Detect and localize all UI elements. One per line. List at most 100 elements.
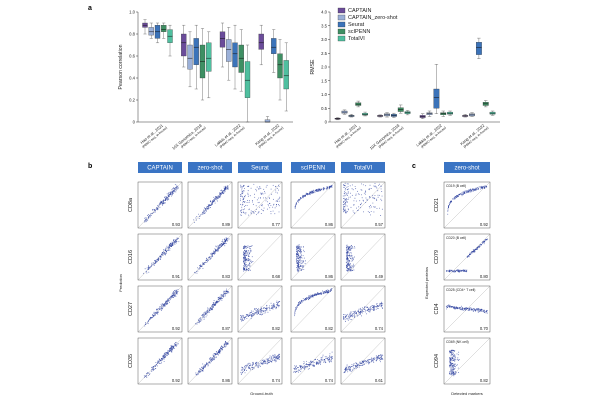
scatter-point [252,366,254,368]
scatter-point [245,245,247,247]
scatter-point [361,197,363,199]
scatter-point [227,186,229,188]
identity-line [443,285,491,333]
scatter-point [457,364,459,366]
scatter-point [309,363,310,365]
scatter-point [248,209,250,211]
scatter-point [205,316,207,318]
scatter-point [176,344,178,346]
y-tick-label: 1.5 [321,78,327,83]
scatter-point [315,294,317,296]
scatter-point [206,260,208,261]
scatter-point [262,363,264,365]
scatter-point [250,364,252,366]
scatter-point [202,315,204,317]
scatter-point [259,363,261,365]
scatter-point [349,312,351,314]
scatter-point [260,194,262,196]
scatter-point [449,204,451,206]
scatter-point [150,215,152,216]
scatter-point [266,208,268,210]
scatter-point [343,205,345,207]
scatter-subtitle: CD25 (CD4⁺ T cell) [446,288,475,292]
scatter-point [453,355,455,357]
scatter-point [156,309,158,311]
scatter-point [303,362,305,364]
scatter-point [212,302,214,303]
scatter-point [244,365,246,367]
scatter-point [303,268,305,270]
scatter-point [364,311,366,313]
scatter-point [449,372,451,374]
scatter-point [200,266,202,268]
scatter-point [160,363,162,364]
scatter-point [266,358,268,360]
scatter-point [308,295,310,297]
scatter-point [256,363,258,365]
scatter-point [376,356,378,358]
scatter-point [346,244,348,246]
scatter-point [213,304,215,306]
scatter-point [354,197,356,199]
scatter-point [361,194,363,196]
scatter-point [171,189,173,191]
scatter-point [261,208,263,210]
scatter-point [270,204,272,206]
scatter-point [247,253,249,255]
scatter-point [318,189,320,191]
box-Seurat [433,88,440,109]
scatter-point [211,308,213,309]
scatter-point [163,355,165,357]
scatter-point [347,252,349,254]
scatter-point [165,199,167,201]
scatter-point [359,311,361,313]
scatter-point [297,261,299,263]
scatter-point [163,249,165,251]
scatter-point [258,365,260,367]
scatter-point [159,202,161,204]
scatter-point [381,200,383,202]
scatter-point [351,184,353,186]
marker-label: CD79 [434,250,440,264]
scatter-point [347,192,349,194]
scatter-point [317,293,319,295]
scatter-point [161,204,163,206]
box-CAPTAIN_zero-shot [187,44,193,70]
scatter-point [350,370,352,372]
scatter-point [224,343,226,345]
scatter-point [242,202,244,204]
scatter-point [272,354,274,356]
scatter-point [240,371,242,373]
scatter-point [310,364,312,365]
scatter-point [155,261,157,262]
scatter-point [173,293,175,295]
method-header [341,162,385,173]
scatter-point [221,348,223,350]
scatter-point [261,192,263,194]
scatter-point [175,290,177,292]
scatter-point [147,322,149,324]
scatter-point [299,247,301,249]
scatter-point [195,322,197,324]
scatter-point [313,190,315,192]
method-header-label: CAPTAIN [147,166,173,172]
scatter-point [343,207,344,209]
scatter-point [198,268,200,270]
scatter-point [350,252,352,254]
scatter-point [265,311,267,313]
identity-line [290,337,336,385]
scatter-point [330,288,332,290]
scatter-point [152,314,154,316]
scatter-point [214,250,215,252]
scatter-point [301,260,303,262]
scatter-point [450,374,452,376]
scatter-point [166,302,168,304]
scatter-point [277,358,279,360]
scatter-point [251,367,253,369]
scatter-point [447,306,449,308]
scatter-point [170,194,171,196]
scatter-point [219,352,221,354]
legend-swatch [337,28,346,35]
legend-label: scIPENN [348,29,370,35]
scatter-point [212,359,213,361]
